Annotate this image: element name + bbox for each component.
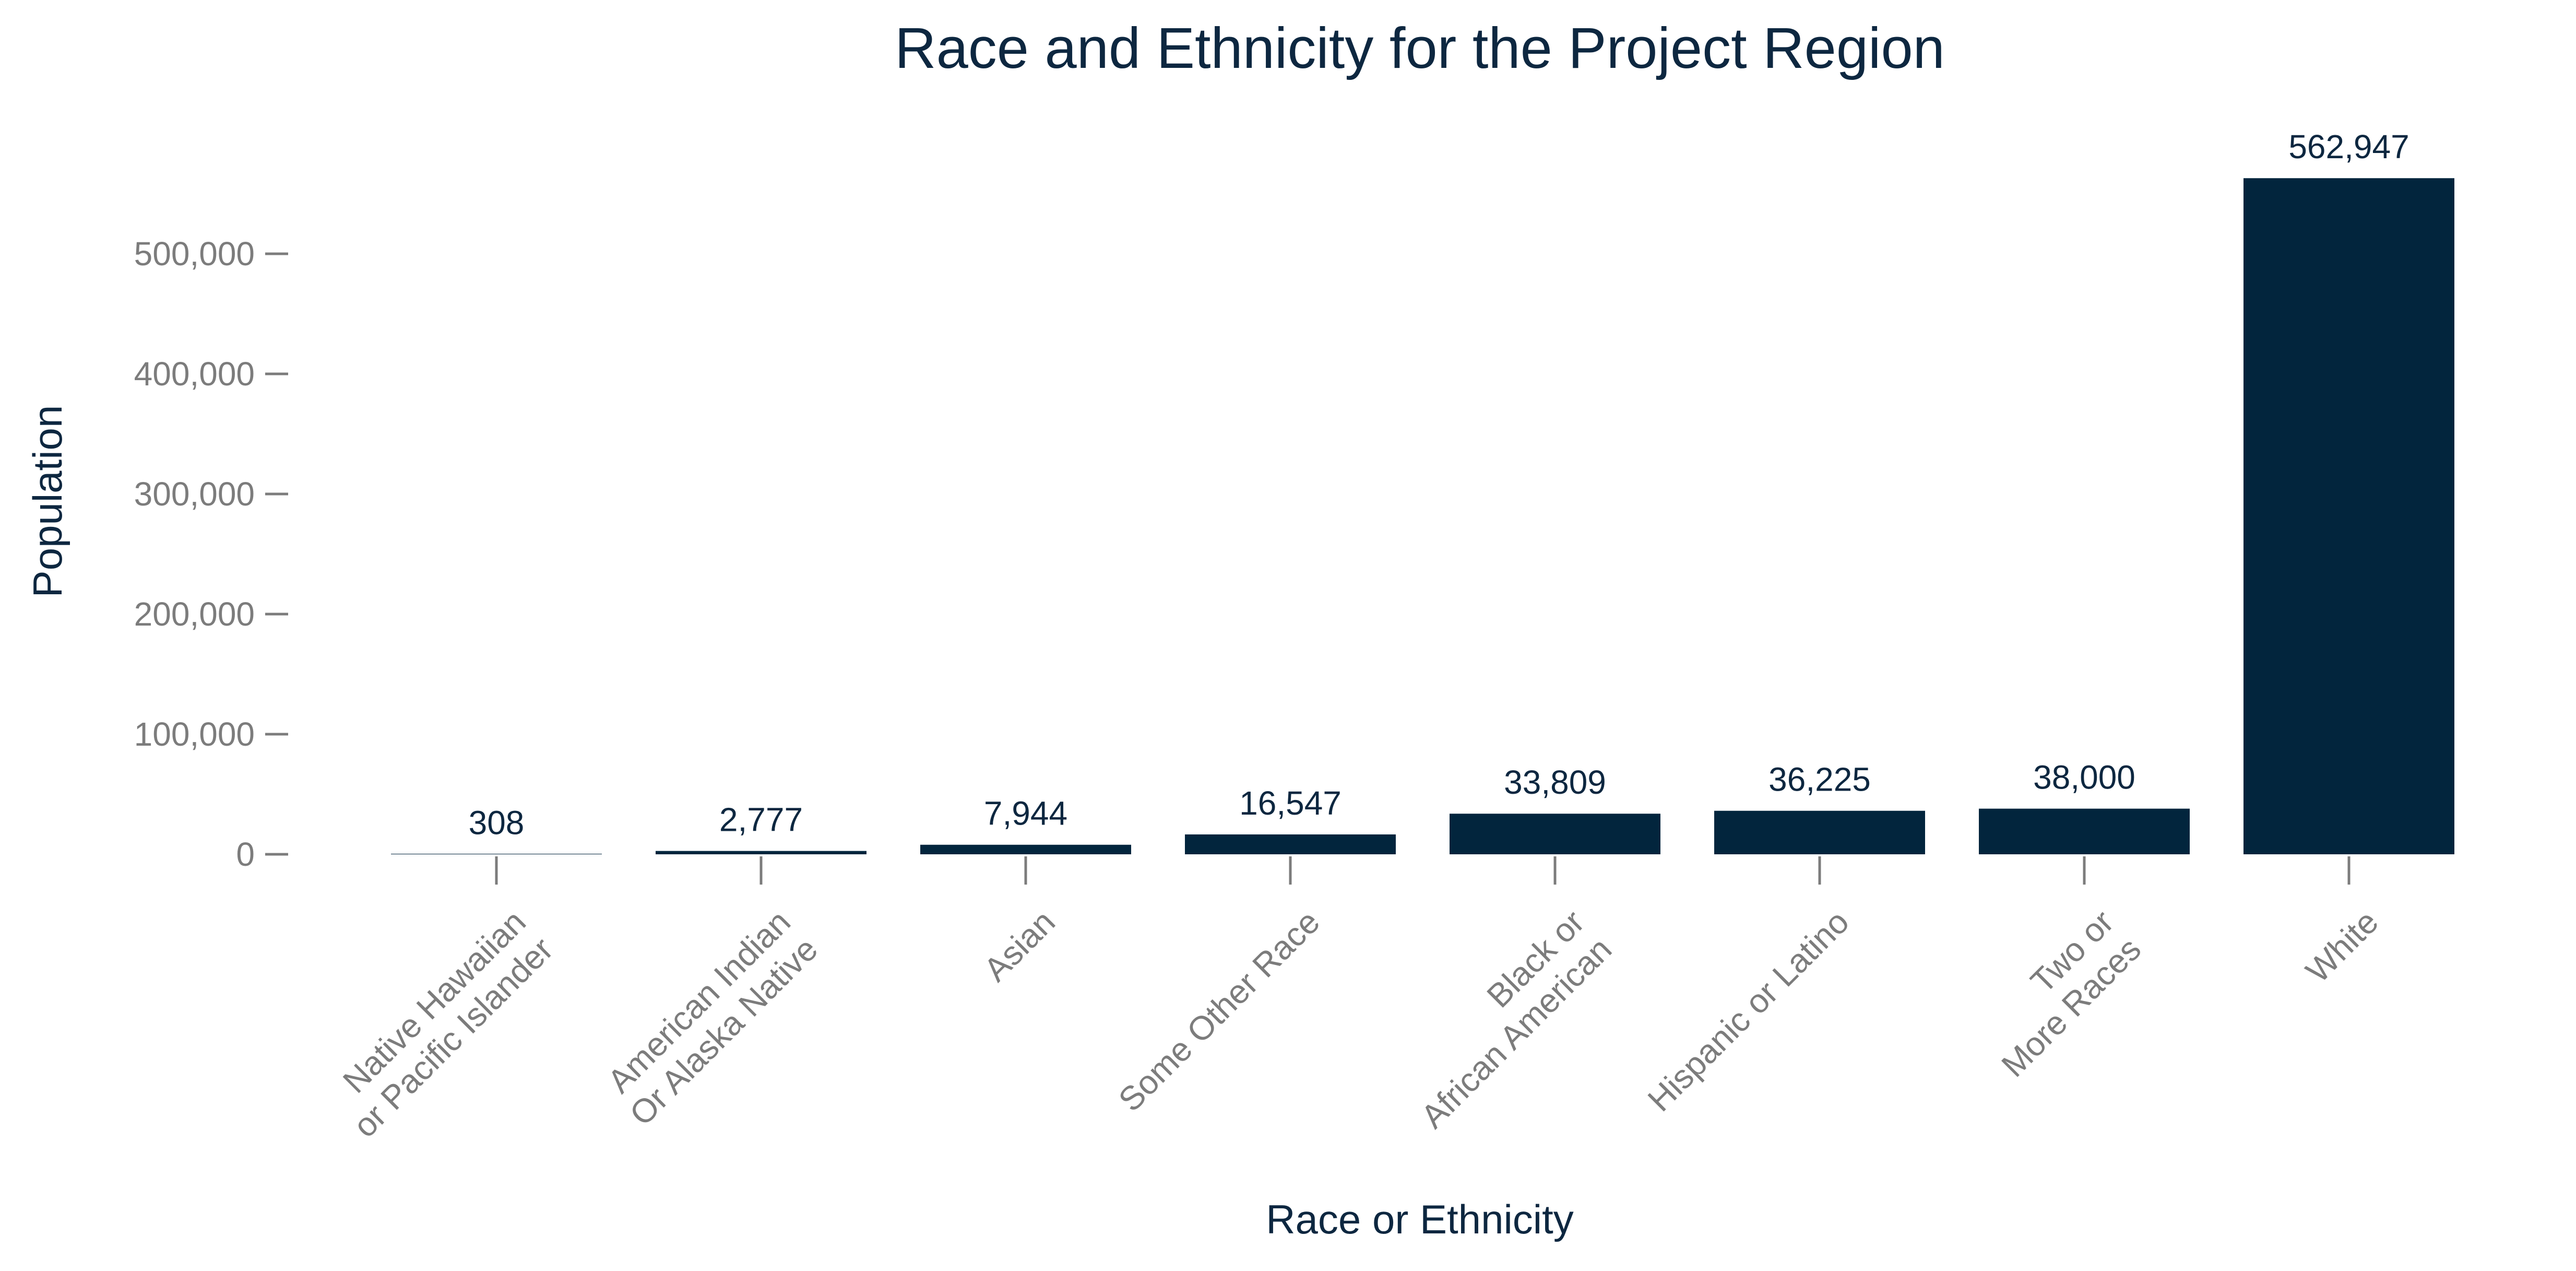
y-tick-label: 300,000 [134, 475, 255, 513]
x-tick-label-line: White [2298, 903, 2385, 990]
y-tick-label: 0 [236, 835, 255, 873]
x-axis-title: Race or Ethnicity [1266, 1196, 1574, 1242]
bar [1714, 810, 1925, 854]
y-tick-label: 400,000 [134, 355, 255, 393]
bar [1979, 808, 2190, 854]
bar [1450, 814, 1660, 854]
bar [656, 851, 866, 854]
x-tick-label: Native Hawaiianor Pacific Islander [318, 903, 560, 1145]
bar [1185, 834, 1396, 854]
x-tick-label-line: Asian [977, 903, 1062, 988]
x-axis: Native Hawaiianor Pacific Islander Americ… [318, 856, 2385, 1145]
x-tick-label: Some Other Race [1111, 903, 1327, 1119]
data-label: 16,547 [1239, 784, 1342, 822]
y-axis: 0 100,000 200,000 300,000 400,000 500,000 [134, 235, 288, 873]
x-tick-label: Hispanic or Latino [1641, 903, 1856, 1119]
data-label: 308 [469, 804, 525, 841]
x-tick-label: American IndianOr Alaska Native [595, 903, 825, 1133]
data-label: 38,000 [2033, 759, 2135, 796]
bar [920, 844, 1131, 854]
y-tick-label: 100,000 [134, 715, 255, 753]
y-tick-label: 500,000 [134, 235, 255, 273]
y-tick-label: 200,000 [134, 595, 255, 633]
x-tick-label: Asian [977, 903, 1062, 988]
x-tick-label: Two orMore Races [1967, 903, 2148, 1084]
bar [2243, 178, 2454, 854]
chart-title: Race and Ethnicity for the Project Regio… [895, 16, 1945, 80]
x-tick-label: Black orAfrican American [1386, 903, 1619, 1135]
data-label: 562,947 [2288, 128, 2409, 166]
data-labels: 308 2,777 7,944 16,547 33,809 36,225 38,000 562… [469, 128, 2409, 841]
x-tick-label-line: Hispanic or Latino [1641, 903, 1856, 1119]
y-axis-title: Population [25, 405, 70, 598]
data-label: 7,944 [984, 795, 1067, 832]
x-tick-label-line: Some Other Race [1111, 903, 1327, 1119]
data-label: 33,809 [1504, 763, 1606, 801]
data-label: 36,225 [1768, 761, 1871, 798]
bars [391, 178, 2454, 854]
x-tick-label: White [2298, 903, 2385, 990]
data-label: 2,777 [719, 801, 803, 839]
